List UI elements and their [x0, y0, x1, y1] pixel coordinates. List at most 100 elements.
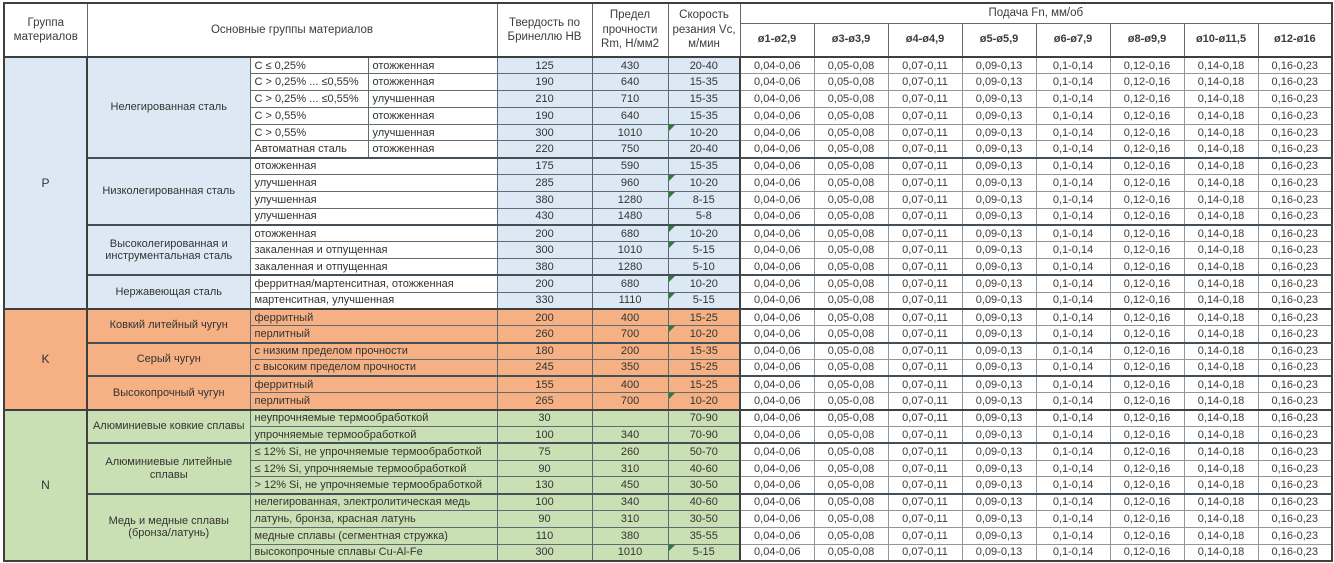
- feed-cell-7[interactable]: 0,16-0,23: [1257, 392, 1333, 411]
- subgroup-cell[interactable]: Высокопрочный чугун: [86, 375, 251, 411]
- subgroup-cell[interactable]: Ковкий литейный чугун: [86, 307, 251, 344]
- feed-cell-0[interactable]: 0,04-0,06: [739, 190, 815, 209]
- feed-cell-4[interactable]: 0,1-0,14: [1035, 291, 1111, 310]
- feed-cell-4[interactable]: 0,1-0,14: [1035, 123, 1111, 142]
- hardness-cell[interactable]: 125: [496, 56, 593, 75]
- feed-cell-6[interactable]: 0,14-0,18: [1183, 90, 1259, 108]
- feed-cell-2[interactable]: 0,07-0,11: [887, 90, 963, 108]
- feed-cell-6[interactable]: 0,14-0,18: [1183, 341, 1259, 360]
- desc-cell[interactable]: улучшенная: [249, 174, 498, 192]
- feed-cell-7[interactable]: 0,16-0,23: [1257, 73, 1333, 92]
- feed-cell-4[interactable]: 0,1-0,14: [1035, 223, 1111, 243]
- speed-cell[interactable]: 40-60: [667, 459, 741, 478]
- strength-cell[interactable]: 450: [591, 476, 669, 495]
- feed-cell-3[interactable]: 0,09-0,13: [961, 510, 1037, 528]
- feed-cell-2[interactable]: 0,07-0,11: [887, 476, 963, 495]
- feed-cell-4[interactable]: 0,1-0,14: [1035, 56, 1111, 75]
- strength-cell[interactable]: 710: [591, 90, 669, 108]
- feed-cell-3[interactable]: 0,09-0,13: [961, 476, 1037, 495]
- speed-cell[interactable]: 5-10: [667, 258, 741, 276]
- strength-cell[interactable]: 340: [591, 426, 669, 444]
- feed-cell-1[interactable]: 0,05-0,08: [813, 476, 889, 495]
- feed-cell-5[interactable]: 0,12-0,16: [1109, 375, 1185, 394]
- feed-cell-2[interactable]: 0,07-0,11: [887, 442, 963, 461]
- feed-cell-7[interactable]: 0,16-0,23: [1257, 140, 1333, 159]
- feed-cell-5[interactable]: 0,12-0,16: [1109, 73, 1185, 92]
- hardness-cell[interactable]: 90: [496, 459, 593, 478]
- group-cell-N[interactable]: N: [3, 408, 88, 562]
- speed-cell[interactable]: 15-35: [667, 156, 741, 176]
- desc-cell[interactable]: ферритный: [249, 375, 498, 394]
- feed-cell-4[interactable]: 0,1-0,14: [1035, 375, 1111, 394]
- desc-cell[interactable]: закаленная и отпущенная: [249, 241, 498, 260]
- feed-cell-0[interactable]: 0,04-0,06: [739, 325, 815, 344]
- desc-cell[interactable]: латунь, бронза, красная латунь: [249, 510, 498, 528]
- hardness-cell[interactable]: 90: [496, 510, 593, 528]
- group-cell-K[interactable]: K: [3, 307, 88, 411]
- feed-cell-1[interactable]: 0,05-0,08: [813, 56, 889, 75]
- feed-cell-6[interactable]: 0,14-0,18: [1183, 241, 1259, 260]
- feed-cell-2[interactable]: 0,07-0,11: [887, 291, 963, 310]
- strength-cell[interactable]: [591, 408, 669, 428]
- feed-cell-4[interactable]: 0,1-0,14: [1035, 174, 1111, 192]
- feed-cell-2[interactable]: 0,07-0,11: [887, 307, 963, 327]
- feed-cell-5[interactable]: 0,12-0,16: [1109, 442, 1185, 461]
- strength-cell[interactable]: 1010: [591, 241, 669, 260]
- feed-cell-2[interactable]: 0,07-0,11: [887, 241, 963, 260]
- feed-cell-7[interactable]: 0,16-0,23: [1257, 325, 1333, 344]
- feed-cell-6[interactable]: 0,14-0,18: [1183, 274, 1259, 293]
- strength-cell[interactable]: 750: [591, 140, 669, 159]
- feed-cell-0[interactable]: 0,04-0,06: [739, 73, 815, 92]
- subgroup-cell[interactable]: Высоколегированная и инструментальная ст…: [86, 223, 251, 276]
- feed-cell-0[interactable]: 0,04-0,06: [739, 459, 815, 478]
- strength-cell[interactable]: 640: [591, 73, 669, 92]
- feed-cell-0[interactable]: 0,04-0,06: [739, 442, 815, 461]
- feed-cell-5[interactable]: 0,12-0,16: [1109, 307, 1185, 327]
- feed-cell-7[interactable]: 0,16-0,23: [1257, 223, 1333, 243]
- header-cutting-speed[interactable]: Скорость резания Vc, м/мин: [667, 2, 741, 58]
- hardness-cell[interactable]: 380: [496, 258, 593, 276]
- feed-cell-2[interactable]: 0,07-0,11: [887, 358, 963, 377]
- feed-cell-6[interactable]: 0,14-0,18: [1183, 358, 1259, 377]
- desc-cell[interactable]: ферритный: [249, 307, 498, 327]
- feed-cell-2[interactable]: 0,07-0,11: [887, 123, 963, 142]
- feed-cell-3[interactable]: 0,09-0,13: [961, 543, 1037, 562]
- feed-cell-2[interactable]: 0,07-0,11: [887, 408, 963, 428]
- feed-cell-0[interactable]: 0,04-0,06: [739, 140, 815, 159]
- desc-cell[interactable]: C > 0,55%: [249, 106, 369, 125]
- strength-cell[interactable]: 1110: [591, 291, 669, 310]
- feed-cell-0[interactable]: 0,04-0,06: [739, 526, 815, 545]
- feed-cell-7[interactable]: 0,16-0,23: [1257, 341, 1333, 360]
- strength-cell[interactable]: 380: [591, 526, 669, 545]
- subgroup-cell[interactable]: Нержавеющая сталь: [86, 274, 251, 310]
- hardness-cell[interactable]: 110: [496, 526, 593, 545]
- feed-cell-1[interactable]: 0,05-0,08: [813, 543, 889, 562]
- hardness-cell[interactable]: 245: [496, 358, 593, 377]
- feed-cell-1[interactable]: 0,05-0,08: [813, 207, 889, 226]
- feed-cell-5[interactable]: 0,12-0,16: [1109, 426, 1185, 444]
- feed-cell-6[interactable]: 0,14-0,18: [1183, 156, 1259, 176]
- hardness-cell[interactable]: 180: [496, 341, 593, 360]
- desc-cell[interactable]: упрочняемые термообработкой: [249, 426, 498, 444]
- feed-cell-7[interactable]: 0,16-0,23: [1257, 258, 1333, 276]
- desc-cell[interactable]: закаленная и отпущенная: [249, 258, 498, 276]
- strength-cell[interactable]: 1280: [591, 258, 669, 276]
- feed-cell-2[interactable]: 0,07-0,11: [887, 492, 963, 512]
- feed-cell-5[interactable]: 0,12-0,16: [1109, 207, 1185, 226]
- speed-cell[interactable]: 5-8: [667, 207, 741, 226]
- feed-cell-4[interactable]: 0,1-0,14: [1035, 106, 1111, 125]
- hardness-cell[interactable]: 75: [496, 442, 593, 461]
- hardness-cell[interactable]: 210: [496, 90, 593, 108]
- feed-cell-7[interactable]: 0,16-0,23: [1257, 291, 1333, 310]
- feed-cell-7[interactable]: 0,16-0,23: [1257, 156, 1333, 176]
- hardness-cell[interactable]: 30: [496, 408, 593, 428]
- header-diameter-4[interactable]: ø6-ø7,9: [1035, 22, 1111, 58]
- feed-cell-0[interactable]: 0,04-0,06: [739, 56, 815, 75]
- strength-cell[interactable]: 640: [591, 106, 669, 125]
- feed-cell-1[interactable]: 0,05-0,08: [813, 510, 889, 528]
- feed-cell-5[interactable]: 0,12-0,16: [1109, 408, 1185, 428]
- feed-cell-2[interactable]: 0,07-0,11: [887, 392, 963, 411]
- header-material-group[interactable]: Группа материалов: [3, 2, 88, 58]
- desc-cell[interactable]: отожженная: [249, 223, 498, 243]
- feed-cell-1[interactable]: 0,05-0,08: [813, 223, 889, 243]
